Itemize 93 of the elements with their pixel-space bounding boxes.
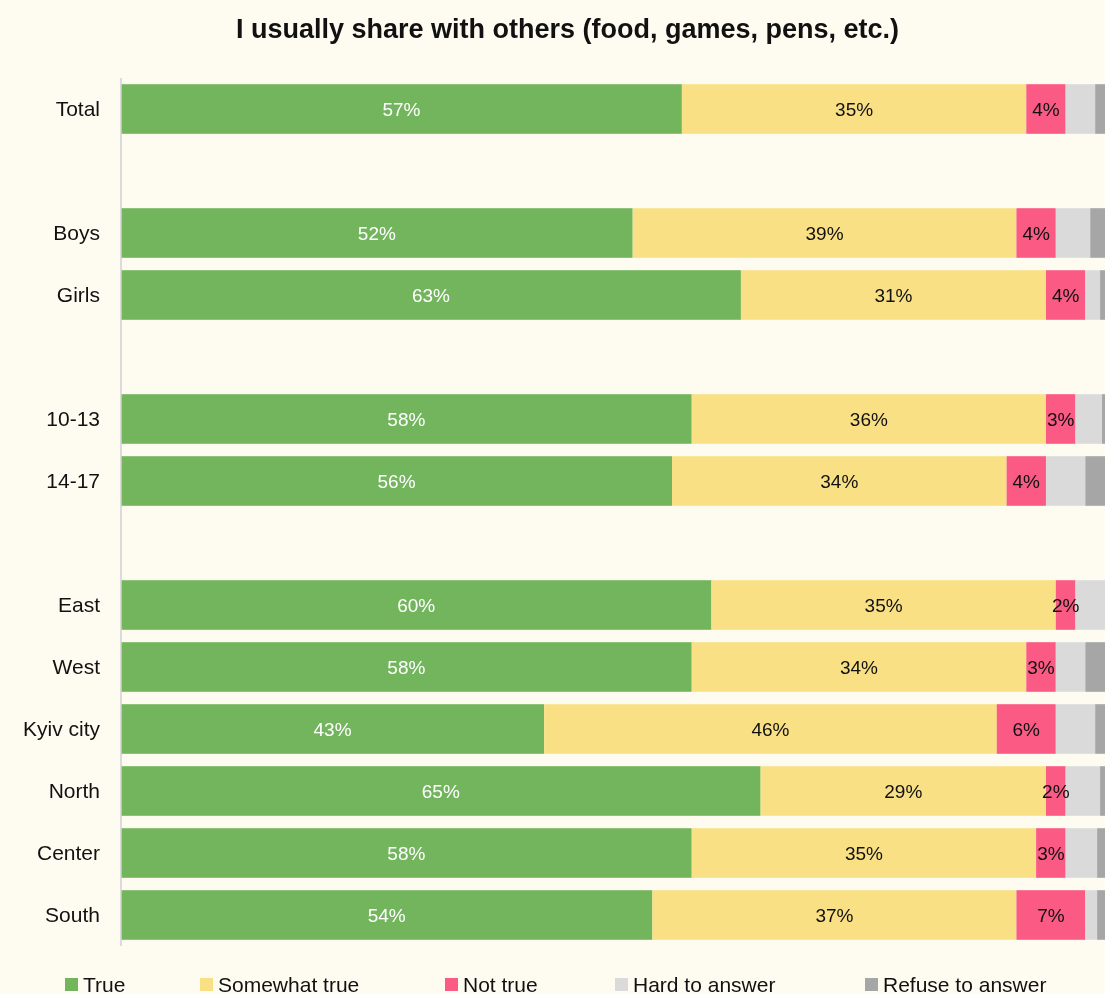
bar [691,394,1046,444]
bar [1016,208,1056,258]
data-label: 34% [839,656,879,678]
bar [1100,766,1105,816]
data-label: 35% [835,98,874,120]
data-label: 63% [411,284,451,306]
data-label: 4% [1032,98,1060,120]
bar [1102,394,1105,444]
bar [740,270,1046,320]
y-tick-label: West [52,655,101,679]
data-label: 3% [1037,842,1065,864]
legend-label: True [83,973,126,994]
bar [691,828,1037,878]
data-label: 3% [1027,656,1055,678]
bar [121,394,692,444]
data-label: 6% [1012,718,1041,740]
data-label: 36% [849,408,888,430]
y-tick-label: Total [55,97,100,121]
legend-label: Somewhat true [218,973,360,994]
data-label: 57% [382,98,421,120]
bar [1055,208,1091,258]
data-label: 54% [367,904,406,926]
bar [691,642,1027,692]
data-label: 35% [844,842,884,864]
bar [632,208,1017,258]
legend-label: Not true [463,973,538,994]
data-label: 46% [751,718,790,740]
data-label: 4% [1051,284,1080,306]
bar [121,890,653,940]
bar [1055,642,1086,692]
bar [1095,704,1105,754]
bar [1055,704,1096,754]
data-label: 56% [377,470,416,492]
data-label: 58% [387,656,426,678]
bar [996,704,1056,754]
data-label: 43% [313,718,352,740]
bar [544,704,997,754]
bar [121,456,673,506]
bar [1006,456,1046,506]
bar [121,208,633,258]
bar [672,456,1007,506]
data-label: 58% [387,842,426,864]
bar [121,828,692,878]
bar [1097,828,1105,878]
bar [1095,84,1105,134]
data-label: 58% [387,408,426,430]
bar [121,642,692,692]
data-label: 34% [820,470,859,492]
bar [1085,456,1105,506]
data-label: 52% [357,222,396,244]
data-label: 4% [1022,222,1050,244]
legend-label: Refuse to answer [883,973,1047,994]
data-label: 31% [874,284,913,306]
bar [1100,270,1105,320]
bar [1085,890,1098,940]
bar [121,270,741,320]
bar [1016,890,1086,940]
bar [652,890,1017,940]
bar [1045,270,1086,320]
bar [1075,394,1103,444]
data-label: 65% [421,780,460,802]
data-label: 7% [1037,904,1065,926]
bar [1085,642,1105,692]
bar [1097,890,1105,940]
data-label: 29% [884,780,923,802]
bar [1090,208,1105,258]
data-label: 35% [864,594,903,616]
legend-label: Hard to answer [633,973,776,994]
y-tick-label: 10-13 [46,407,100,431]
y-tick-label: Boys [53,221,100,245]
y-tick-label: 14-17 [46,469,100,493]
data-label: 3% [1046,408,1075,430]
y-tick-label: East [57,593,101,617]
y-tick-label: Kyiv city [22,717,101,741]
y-tick-label: South [45,903,100,927]
bar [1085,270,1101,320]
bar [121,84,682,134]
bar [1045,456,1086,506]
data-label: 4% [1012,470,1041,492]
bar [1026,84,1066,134]
bar [121,580,712,630]
bar [121,766,761,816]
y-tick-label: Girls [56,283,100,307]
data-label: 60% [397,594,436,616]
chart-title: I usually share with others (food, games, pens, etc.) [235,14,900,44]
y-tick-label: North [48,779,100,803]
bar [1065,84,1096,134]
data-label: 37% [815,904,854,926]
bar [681,84,1027,134]
data-label: 39% [805,222,844,244]
bar [1065,828,1098,878]
bar [121,704,545,754]
y-tick-label: Center [36,841,101,865]
